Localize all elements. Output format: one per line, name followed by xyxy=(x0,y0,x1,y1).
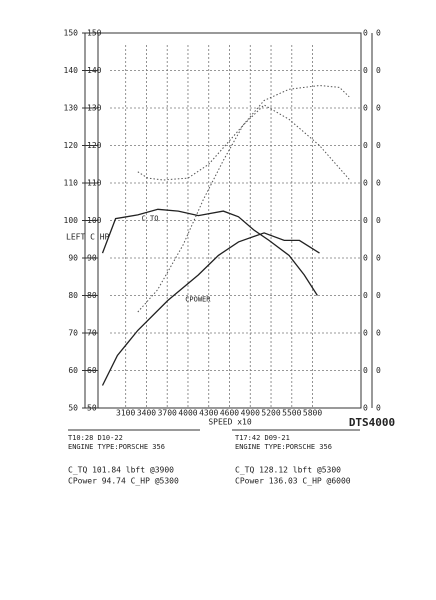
y-tick-label: 140 xyxy=(64,66,79,75)
right-label: 0 xyxy=(376,66,381,75)
right-label: 0 xyxy=(376,104,381,113)
y-tick-label: 60 xyxy=(68,366,78,375)
x-axis-label: SPEED x10 xyxy=(208,418,252,427)
right-label: 0 xyxy=(376,216,381,225)
right-label: 0 xyxy=(363,404,368,413)
right-label: 0 xyxy=(363,216,368,225)
run-time: T10:28 D10-22 xyxy=(68,434,123,442)
x-tick-label: 3700 xyxy=(158,409,177,418)
x-tick-label: 4300 xyxy=(199,409,218,418)
right-label: 0 xyxy=(376,291,381,300)
right-label: 0 xyxy=(376,29,381,38)
right-label: 0 xyxy=(363,141,368,150)
run-time: T17:42 D09-21 xyxy=(235,434,290,442)
x-tick-label: 4000 xyxy=(178,409,197,418)
right-label: 0 xyxy=(376,254,381,263)
y-tick-label: 50 xyxy=(68,404,78,413)
right-label: 0 xyxy=(376,366,381,375)
run-engine: ENGINE TYPE:PORSCHE 356 xyxy=(235,443,332,451)
right-label: 0 xyxy=(363,179,368,188)
y-tick-label: 120 xyxy=(64,141,79,150)
x-tick-label: 3100 xyxy=(116,409,135,418)
annotation: C TQ xyxy=(142,215,159,223)
right-label: 0 xyxy=(363,291,368,300)
right-label: 0 xyxy=(363,104,368,113)
run-power: CPower 136.03 C_HP @6000 xyxy=(235,477,351,486)
run-torque: C_TQ 101.84 lbft @3900 xyxy=(68,466,174,475)
brand: DTS4000 xyxy=(349,416,395,429)
run-engine: ENGINE TYPE:PORSCHE 356 xyxy=(68,443,165,451)
right-label: 0 xyxy=(363,66,368,75)
right-label: 0 xyxy=(363,366,368,375)
right-label: 0 xyxy=(376,329,381,338)
y-tick-label: 90 xyxy=(68,254,78,263)
y-axis-label: LEFT C HP xyxy=(66,233,110,242)
x-tick-label: 5500 xyxy=(282,409,301,418)
series-line xyxy=(101,208,318,296)
right-label: 0 xyxy=(376,404,381,413)
run-power: CPower 94.74 C_HP @5300 xyxy=(68,477,179,486)
y-tick-label: 150 xyxy=(64,29,79,38)
x-tick-label: 5800 xyxy=(303,409,322,418)
run-torque: C_TQ 128.12 lbft @5300 xyxy=(235,466,341,475)
y-tick-label: 100 xyxy=(64,216,79,225)
right-label: 0 xyxy=(363,254,368,263)
x-tick-label: 4600 xyxy=(220,409,239,418)
right-label: 0 xyxy=(376,141,381,150)
series-line xyxy=(137,84,350,181)
x-tick-label: 3400 xyxy=(137,409,156,418)
x-tick-label: 4900 xyxy=(241,409,260,418)
right-label: 0 xyxy=(363,29,368,38)
y-tick-label: 130 xyxy=(64,104,79,113)
annotation: CPOWER xyxy=(185,295,211,303)
right-label: 0 xyxy=(376,179,381,188)
y-tick-label: 70 xyxy=(68,329,78,338)
series-line xyxy=(101,232,320,386)
y-tick-label: 110 xyxy=(64,179,79,188)
y-tick-label: 80 xyxy=(68,291,78,300)
right-label: 0 xyxy=(363,329,368,338)
x-tick-label: 5200 xyxy=(261,409,280,418)
